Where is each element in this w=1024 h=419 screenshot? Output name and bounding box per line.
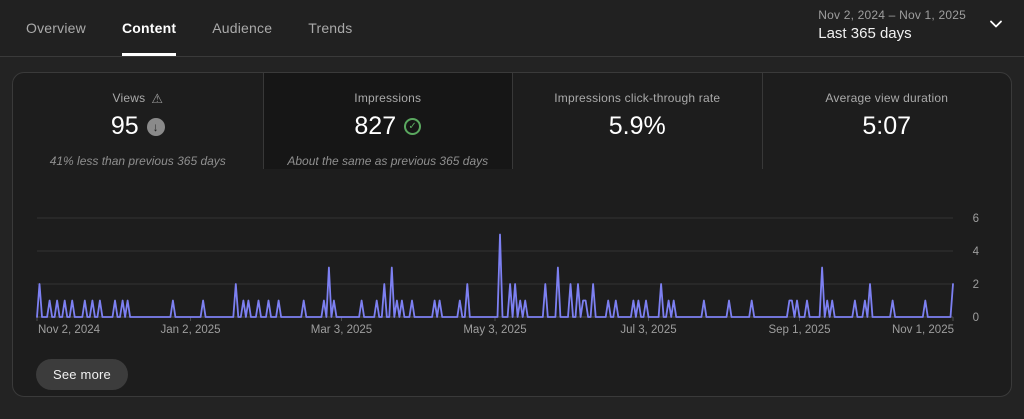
metric-label: Views bbox=[112, 91, 146, 105]
x-axis-label: Jan 2, 2025 bbox=[160, 324, 220, 336]
trend-down-icon: ↓ bbox=[146, 117, 165, 136]
tab-audience[interactable]: Audience bbox=[212, 20, 273, 36]
metric-label: Impressions bbox=[354, 91, 422, 105]
x-axis-label: Sep 1, 2025 bbox=[768, 324, 830, 336]
metric-subtitle: 41% less than previous 365 days bbox=[49, 154, 226, 168]
analytics-header: Overview Content Audience Trends Nov 2, … bbox=[0, 0, 1024, 57]
trend-ok-icon: ✓ bbox=[404, 118, 422, 135]
y-axis-label-2: 2 bbox=[973, 279, 979, 291]
metric-label: Average view duration bbox=[825, 91, 949, 105]
x-axis-label: Nov 1, 2025 bbox=[892, 324, 954, 336]
x-axis-label: Nov 2, 2024 bbox=[38, 324, 101, 336]
views-line-series bbox=[36, 233, 954, 318]
metric-label: Impressions click-through rate bbox=[554, 91, 721, 105]
metric-subtitle: About the same as previous 365 days bbox=[287, 154, 489, 168]
metric-value: 5:07 bbox=[862, 112, 912, 140]
warning-icon: ⚠ bbox=[151, 90, 163, 106]
metric-value: 827 bbox=[354, 112, 397, 140]
x-axis-label: Jul 3, 2025 bbox=[620, 324, 676, 336]
x-axis-label: May 3, 2025 bbox=[463, 324, 526, 336]
y-axis-label-4: 4 bbox=[973, 246, 980, 258]
metric-card-views[interactable]: Views ⚠ 95 ↓ 41% less than previous 365 … bbox=[13, 73, 263, 169]
metric-card-ctr[interactable]: Impressions click-through rate 5.9% bbox=[512, 73, 762, 169]
y-axis-label-0: 0 bbox=[973, 312, 979, 324]
analytics-panel: Views ⚠ 95 ↓ 41% less than previous 365 … bbox=[12, 72, 1012, 397]
analytics-chart[interactable]: 0 2 4 6 Nov 2, 2024 Jan 2, 2025 Mar 3, 2025 May… bbox=[13, 169, 1012, 339]
x-axis-label: Mar 3, 2025 bbox=[311, 324, 372, 336]
metric-cards-row: Views ⚠ 95 ↓ 41% less than previous 365 … bbox=[13, 73, 1011, 169]
metric-value: 95 bbox=[110, 112, 139, 140]
see-more-button[interactable]: See more bbox=[36, 359, 128, 390]
metric-card-impressions[interactable]: Impressions 827 ✓ About the same as prev… bbox=[262, 73, 512, 169]
analytics-tabs: Overview Content Audience Trends bbox=[0, 0, 352, 56]
date-preset-text: Last 365 days bbox=[818, 25, 912, 42]
tab-content[interactable]: Content bbox=[121, 0, 177, 56]
analytics-chart-area[interactable]: 0 2 4 6 Nov 2, 2024 Jan 2, 2025 Mar 3, 2025 May… bbox=[13, 169, 1012, 339]
y-axis-label-6: 6 bbox=[973, 213, 979, 225]
date-range-text: Nov 2, 2024 – Nov 1, 2025 bbox=[818, 8, 966, 22]
metric-value: 5.9% bbox=[608, 112, 666, 140]
date-range-picker[interactable]: Nov 2, 2024 – Nov 1, 2025 Last 365 days bbox=[818, 8, 966, 42]
tab-overview[interactable]: Overview bbox=[26, 20, 86, 36]
tab-trends[interactable]: Trends bbox=[308, 20, 353, 36]
metric-card-avd[interactable]: Average view duration 5:07 bbox=[761, 73, 1012, 169]
chevron-down-icon[interactable] bbox=[986, 14, 1006, 34]
